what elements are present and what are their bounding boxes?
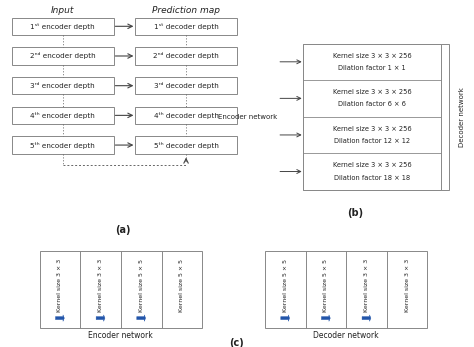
Text: Kernel size 5 × 5: Kernel size 5 × 5 [139,259,144,312]
Text: Kernel size 5 × 5: Kernel size 5 × 5 [179,259,184,312]
Text: Dilation factor 1 × 1: Dilation factor 1 × 1 [338,65,406,71]
Text: Kernel size 5 × 5: Kernel size 5 × 5 [323,259,328,312]
Text: 3ʳᵈ encoder depth: 3ʳᵈ encoder depth [30,82,95,89]
Text: Encoder network: Encoder network [89,331,153,340]
Polygon shape [321,315,330,321]
Text: 1ˢᵗ decoder depth: 1ˢᵗ decoder depth [154,23,219,30]
Text: Kernel size 5 × 5: Kernel size 5 × 5 [283,259,288,312]
Polygon shape [281,315,290,321]
Text: (a): (a) [116,225,131,235]
Text: 4ᵗʰ decoder depth: 4ᵗʰ decoder depth [154,112,219,119]
Text: Prediction map: Prediction map [152,6,220,15]
Bar [12,136,114,154]
Text: Kernel size 3 × 3 × 256: Kernel size 3 × 3 × 256 [333,162,411,169]
Bar [12,107,114,124]
Polygon shape [96,315,105,321]
Text: Decoder network: Decoder network [459,87,465,146]
Bar [265,251,428,328]
Text: Kernel size 3 × 3: Kernel size 3 × 3 [405,259,410,312]
Text: 2ⁿᵈ encoder depth: 2ⁿᵈ encoder depth [30,52,96,59]
Polygon shape [137,315,146,321]
Bar [135,77,237,94]
Text: (b): (b) [347,209,364,219]
Polygon shape [362,315,371,321]
Bar [39,251,202,328]
Polygon shape [55,315,64,321]
Text: (c): (c) [229,338,245,347]
Text: Kernel size 3 × 3 × 256: Kernel size 3 × 3 × 256 [333,53,411,59]
Text: 5ᵗʰ encoder depth: 5ᵗʰ encoder depth [30,142,95,149]
Text: Kernel size 3 × 3: Kernel size 3 × 3 [57,259,63,312]
Bar [12,77,114,94]
Text: Input: Input [51,6,74,15]
Text: Kernel size 3 × 3 × 256: Kernel size 3 × 3 × 256 [333,89,411,95]
Text: Dilation factor 6 × 6: Dilation factor 6 × 6 [338,101,406,108]
Text: Dilation factor 12 × 12: Dilation factor 12 × 12 [334,138,410,144]
Text: 5ᵗʰ decoder depth: 5ᵗʰ decoder depth [154,142,219,149]
Text: Kernel size 3 × 3: Kernel size 3 × 3 [98,259,103,312]
Text: Kernel size 3 × 3 × 256: Kernel size 3 × 3 × 256 [333,126,411,132]
Text: Encoder network: Encoder network [218,114,277,120]
Text: Kernel size 3 × 3: Kernel size 3 × 3 [364,259,369,312]
Text: Decoder network: Decoder network [313,331,379,340]
Bar [135,107,237,124]
Bar [12,18,114,35]
Bar [135,136,237,154]
Text: 2ⁿᵈ decoder depth: 2ⁿᵈ decoder depth [153,52,219,59]
Bar [303,43,449,190]
Bar [303,43,441,190]
Text: 4ᵗʰ encoder depth: 4ᵗʰ encoder depth [30,112,95,119]
Text: 1ˢᵗ encoder depth: 1ˢᵗ encoder depth [30,23,95,30]
Text: 3ʳᵈ decoder depth: 3ʳᵈ decoder depth [154,82,219,89]
Text: Dilation factor 18 × 18: Dilation factor 18 × 18 [334,175,410,180]
Bar [12,48,114,65]
Bar [135,48,237,65]
Bar [135,18,237,35]
